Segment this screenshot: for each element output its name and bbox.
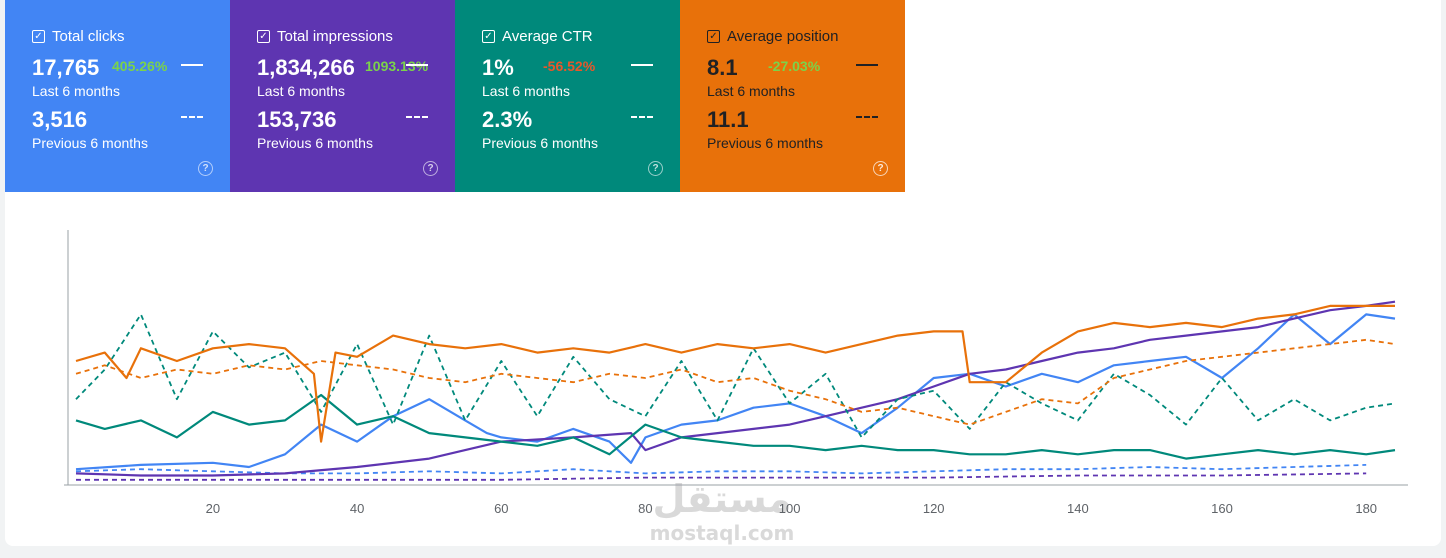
series-line-ctr-current [75,393,1396,460]
previous-period-label: Previous 6 months [257,135,373,151]
previous-period-label: Previous 6 months [482,135,598,151]
delta-badge: 405.26% [112,58,168,74]
delta-badge: -56.52% [543,58,596,74]
x-tick-label: 60 [494,501,508,516]
previous-value: 11.1 [707,107,749,132]
previous-value: 2.3% [482,107,533,132]
help-circle-icon[interactable]: ? [198,161,213,176]
delta-badge: -27.03% [768,58,821,74]
watermark-latin: mostaql.com [650,521,795,545]
x-tick-label: 160 [1211,501,1233,516]
x-tick-label: 80 [638,501,652,516]
metric-card-position[interactable]: ✓ Average position 8.1 -27.03% Last 6 mo… [680,0,905,192]
series-layer [75,300,1396,481]
x-tick-label: 140 [1067,501,1089,516]
current-value: 8.1 [707,55,738,80]
help-circle-icon[interactable]: ? [423,161,438,176]
series-line-impressions-current [75,300,1396,477]
current-period-label: Last 6 months [707,83,795,99]
metric-card-title: ✓ Total clicks [32,28,125,45]
dashed-legend-line [856,116,878,118]
x-tick-label: 100 [779,501,801,516]
solid-legend-line [406,64,428,66]
previous-period-label: Previous 6 months [707,135,823,151]
current-period-label: Last 6 months [482,83,570,99]
dashed-legend-line [406,116,428,118]
current-value: 1,834,266 [257,55,355,80]
series-line-clicks-current [75,313,1396,471]
metric-card-title: ✓ Average position [707,28,838,45]
help-circle-icon[interactable]: ? [648,161,663,176]
previous-period-label: Previous 6 months [32,135,148,151]
delta-badge: 1093.13% [365,58,429,74]
solid-legend-line [631,64,653,66]
watermark: مستقل mostaql.com [650,477,795,545]
solid-legend-line [181,64,203,66]
metric-title-label: Average CTR [502,28,593,45]
check-icon[interactable]: ✓ [482,30,495,43]
dashed-legend-line [181,116,203,118]
series-line-ctr-previous [75,313,1396,439]
series-line-position-previous [75,338,1396,426]
dashed-legend-line [631,116,653,118]
check-icon[interactable]: ✓ [32,30,45,43]
metric-title-label: Total clicks [52,28,125,45]
check-icon[interactable]: ✓ [257,30,270,43]
metric-cards: ✓ Total clicks 17,765 405.26% Last 6 mon… [5,0,905,192]
metric-card-clicks[interactable]: ✓ Total clicks 17,765 405.26% Last 6 mon… [5,0,230,192]
metric-card-title: ✓ Average CTR [482,28,593,45]
current-value: 1% [482,55,514,80]
x-tick-label: 120 [923,501,945,516]
previous-value: 3,516 [32,107,88,132]
current-period-label: Last 6 months [257,83,345,99]
solid-legend-line [856,64,878,66]
watermark-arabic: مستقل [653,477,792,521]
x-tick-labels: 20 40 60 80 100 120 140 160 180 [206,501,1377,516]
metric-title-label: Average position [727,28,839,45]
previous-value: 153,736 [257,107,337,132]
x-tick-label: 40 [350,501,364,516]
series-line-impressions-previous [76,472,1367,481]
series-line-clicks-previous [75,464,1367,475]
series-line-position-current [75,304,1395,443]
current-period-label: Last 6 months [32,83,120,99]
help-circle-icon[interactable]: ? [873,161,888,176]
x-tick-label: 180 [1355,501,1377,516]
current-value: 17,765 [32,55,100,80]
metric-card-ctr[interactable]: ✓ Average CTR 1% -56.52% Last 6 months 2… [455,0,680,192]
x-tick-label: 20 [206,501,220,516]
metric-card-impressions[interactable]: ✓ Total impressions 1,834,266 1093.13% L… [230,0,455,192]
metric-title-label: Total impressions [277,28,393,45]
check-icon[interactable]: ✓ [707,30,720,43]
metric-card-title: ✓ Total impressions [257,28,393,45]
